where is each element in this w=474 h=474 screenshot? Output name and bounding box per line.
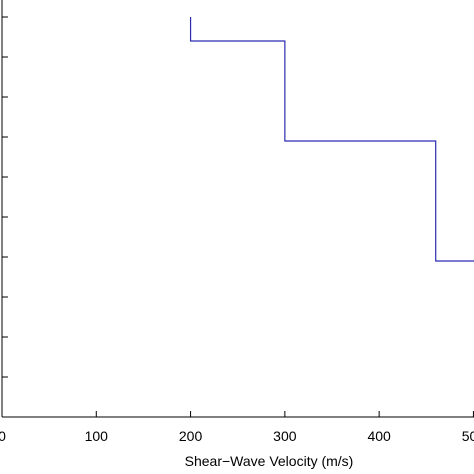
tick-marks [1,16,474,418]
x-tick-label: 300 [273,428,297,444]
velocity-profile-line [189,17,474,262]
tick-labels: 0100200300400500600700 [0,428,474,444]
x-tick-label: 200 [179,428,203,444]
x-tick-label: 400 [367,428,391,444]
series-layer [189,17,474,262]
x-tick-label: 500 [462,428,474,444]
x-axis-title: Shear−Wave Velocity (m/s) [185,453,354,469]
axes-frame [1,0,474,418]
x-tick-label: 100 [85,428,109,444]
x-tick-label: 0 [0,428,6,444]
